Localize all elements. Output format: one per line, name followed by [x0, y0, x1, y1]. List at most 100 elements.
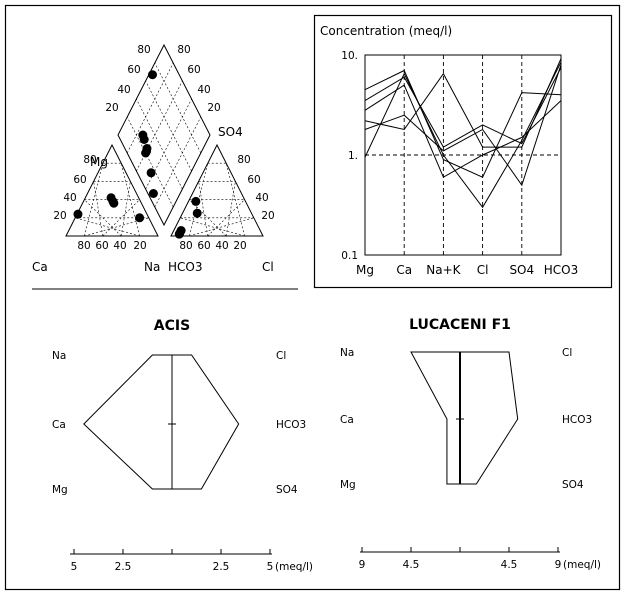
- piper-grid-line: [189, 199, 227, 237]
- schoeller-series-line: [364, 58, 562, 148]
- stiff-right-ion-label: SO4: [276, 484, 298, 496]
- piper-grid-line: [225, 181, 236, 237]
- stiff-right-ion-label: HCO3: [562, 414, 592, 426]
- piper-grid-line: [225, 163, 245, 237]
- piper-label-mg: Mg: [90, 155, 108, 169]
- piper-sample-point: [174, 229, 184, 239]
- piper-sample-point: [192, 208, 202, 218]
- stiff-lucaceni-title: LUCACENI F1: [409, 317, 511, 333]
- piper-grid: [75, 62, 254, 237]
- piper-label-na: Na: [144, 260, 160, 274]
- schoeller-x-tick-label: Cl: [477, 263, 489, 277]
- piper-label-ca: Ca: [32, 260, 48, 274]
- piper-tick-labels: 80 60 40 20 80 60 40 20 80 60 40 20 80 60 40 20 80 60 40 20…: [53, 44, 274, 252]
- piper-tick-label: 60: [127, 64, 140, 76]
- schoeller-title: Concentration (meq/l): [320, 24, 452, 38]
- piper-tick-label: 80: [177, 44, 190, 56]
- stiff-right-ion-label: Cl: [562, 347, 572, 359]
- schoeller-series-line: [364, 69, 562, 178]
- stiff-acis-title: ACIS: [154, 318, 190, 334]
- piper-grid-line: [75, 217, 140, 237]
- stiff-left-ion-label: Ca: [52, 419, 66, 431]
- piper-tick-label: 60: [247, 174, 260, 186]
- piper-left-triangle: [65, 143, 159, 237]
- piper-tick-label: 60: [187, 64, 200, 76]
- piper-tick-label: 60: [73, 174, 86, 186]
- stiff-left-ion-label: Mg: [52, 484, 68, 496]
- stiff-unit-label: (meq/l): [563, 559, 601, 571]
- schoeller-x-tick-label: Mg: [356, 263, 374, 277]
- piper-label-hco3: HCO3: [168, 260, 202, 274]
- schoeller-y-tick-label: 0.1: [341, 250, 358, 262]
- piper-tick-label: 40: [113, 240, 126, 252]
- piper-tick-label: 20: [207, 102, 220, 114]
- piper-sample-point: [148, 189, 158, 198]
- piper-tick-label: 60: [95, 240, 108, 252]
- piper-sample-point: [146, 168, 156, 178]
- stiff-left-ion-label: Na: [52, 350, 66, 362]
- stiff-scale-label: 4.5: [403, 559, 420, 571]
- piper-sample-point: [138, 130, 148, 140]
- piper-tick-label: 80: [77, 240, 90, 252]
- piper-label-cl: Cl: [262, 260, 274, 274]
- piper-grid-line: [207, 199, 245, 237]
- stiff-unit-label: (meq/l): [275, 561, 313, 573]
- stiff-right-ion-label: Cl: [276, 350, 286, 362]
- stiff-scale-label: 5: [71, 561, 78, 573]
- piper-grid-line: [126, 116, 174, 208]
- piper-tick-label: 40: [117, 84, 130, 96]
- stiff-scale-label: 2.5: [115, 561, 132, 573]
- stiff-right-ion-label: HCO3: [276, 419, 306, 431]
- stiff-scale-label: 9: [555, 559, 562, 571]
- piper-tick-label: 20: [105, 102, 118, 114]
- piper-sample-point: [73, 209, 83, 219]
- schoeller-x-tick-label: SO4: [509, 263, 534, 277]
- stiff-scale-label: 9: [359, 559, 366, 571]
- piper-tick-label: 40: [197, 84, 210, 96]
- stiff-polygon: [410, 351, 519, 485]
- stiff-scale-label: 2.5: [213, 561, 230, 573]
- schoeller-axis-labels: Mg Ca Na+K Cl SO4 HCO3 10. 1. 0.1: [341, 50, 578, 277]
- stiff-left-ion-label: Mg: [340, 479, 356, 491]
- piper-grid-line: [120, 181, 131, 237]
- stiff-left-ion-label: Ca: [340, 414, 354, 426]
- schoeller-frame: [313, 14, 613, 289]
- schoeller-series-line: [364, 84, 562, 178]
- piper-grid-line: [145, 80, 192, 172]
- piper-diamond: [117, 43, 211, 227]
- piper-grid-line: [180, 217, 245, 237]
- piper-tick-label: 60: [197, 240, 210, 252]
- piper-grid-line: [102, 199, 140, 237]
- schoeller-series-line: [364, 64, 562, 187]
- figure-frame: [4, 4, 621, 591]
- schoeller-x-tick-label: Na+K: [426, 263, 461, 277]
- piper-tick-label: 80: [237, 154, 250, 166]
- piper-grid-line: [84, 199, 122, 237]
- piper-sample-point: [148, 70, 157, 80]
- piper-sample-point: [135, 213, 145, 223]
- stiff-right-ion-label: SO4: [562, 479, 584, 491]
- piper-tick-label: 20: [53, 210, 66, 222]
- piper-grid-line: [93, 181, 104, 237]
- stiff-scale-label: 5: [267, 561, 274, 573]
- piper-sample-point: [142, 144, 152, 153]
- piper-grid-line: [136, 80, 183, 172]
- piper-tick-label: 40: [215, 240, 228, 252]
- piper-grid-line: [154, 62, 202, 154]
- piper-grid-line: [120, 163, 140, 237]
- piper-points: [73, 70, 202, 239]
- schoeller-x-tick-label: HCO3: [544, 263, 578, 277]
- piper-tick-label: 20: [133, 240, 146, 252]
- piper-tick-label: 40: [63, 192, 76, 204]
- schoeller-series-line: [364, 67, 562, 148]
- piper-grid-line: [126, 62, 174, 154]
- schoeller-series-line: [364, 61, 562, 209]
- piper-diagram: 80 60 40 20 80 60 40 20 80 60 40 20 80 60 40 20 80 60 40 20…: [32, 43, 275, 274]
- piper-grid-line: [198, 181, 209, 237]
- schoeller-x-tick-label: Ca: [396, 263, 412, 277]
- piper-tick-label: 20: [261, 210, 274, 222]
- piper-right-triangle: [170, 143, 264, 237]
- stiff-left-ion-label: Na: [340, 347, 354, 359]
